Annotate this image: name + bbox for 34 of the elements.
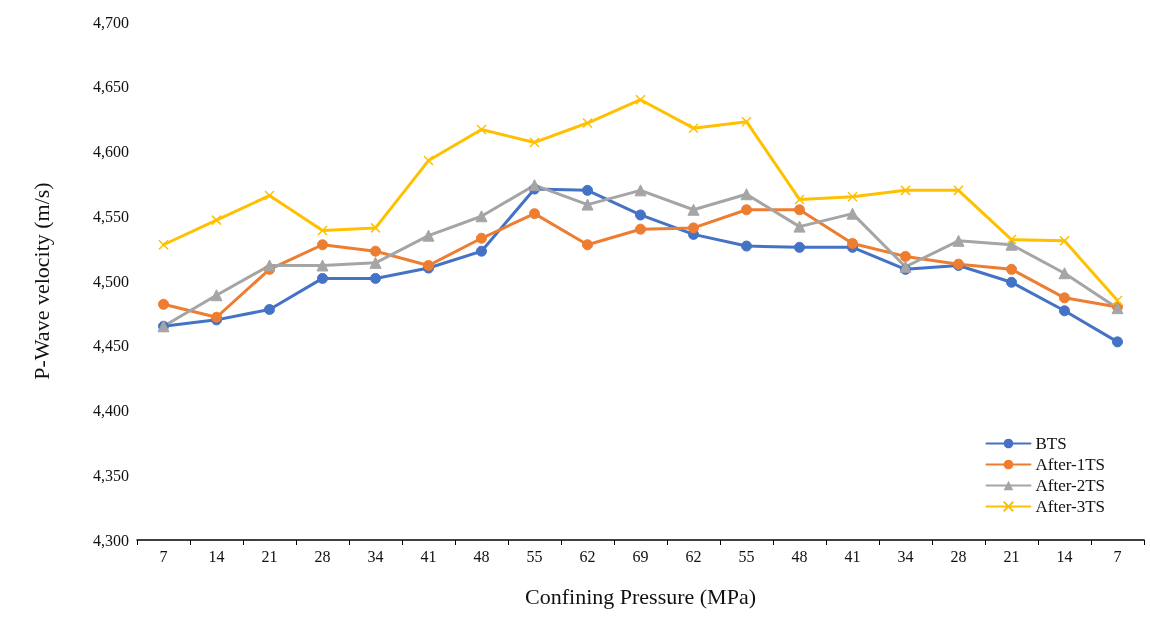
x-tick-label: 28 [314, 547, 331, 565]
x-tick-label: 62 [579, 547, 596, 565]
x-tick-label: 41 [420, 547, 437, 565]
y-tick-label: 4,450 [93, 337, 129, 355]
x-tick-label: 62 [685, 547, 702, 565]
x-axis-title: Confining Pressure (MPa) [525, 583, 756, 609]
x-tick-label: 55 [526, 547, 543, 565]
legend-label: After-1TS [1035, 455, 1105, 474]
y-tick-label: 4,300 [93, 531, 129, 549]
legend-label: BTS [1035, 434, 1067, 453]
x-tick-label: 7 [1113, 547, 1122, 565]
x-tick-label: 55 [738, 547, 755, 565]
legend-label: After-3TS [1035, 497, 1105, 516]
x-tick-label: 48 [473, 547, 490, 565]
x-tick-label: 21 [261, 547, 278, 565]
x-tick-label: 34 [897, 547, 914, 565]
x-tick-label: 69 [632, 547, 649, 565]
x-tick-label: 48 [791, 547, 808, 565]
y-tick-label: 4,650 [93, 78, 129, 96]
y-tick-label: 4,600 [93, 143, 129, 160]
x-tick-label: 41 [844, 547, 861, 565]
legend-label: After-2TS [1035, 476, 1105, 495]
x-tick-label: 14 [1056, 547, 1073, 565]
x-tick-label: 21 [1003, 547, 1020, 565]
x-tick-label: 14 [208, 547, 225, 565]
y-tick-label: 4,500 [93, 272, 129, 290]
x-tick-label: 7 [159, 547, 168, 565]
y-axis-title: P-Wave velocity (m/s) [28, 182, 54, 380]
y-tick-label: 4,400 [93, 402, 129, 419]
x-tick-label: 34 [367, 547, 384, 565]
y-tick-label: 4,700 [93, 13, 129, 31]
y-tick-label: 4,550 [93, 207, 129, 225]
x-tick-label: 28 [950, 547, 967, 565]
y-tick-label: 4,350 [93, 466, 129, 484]
